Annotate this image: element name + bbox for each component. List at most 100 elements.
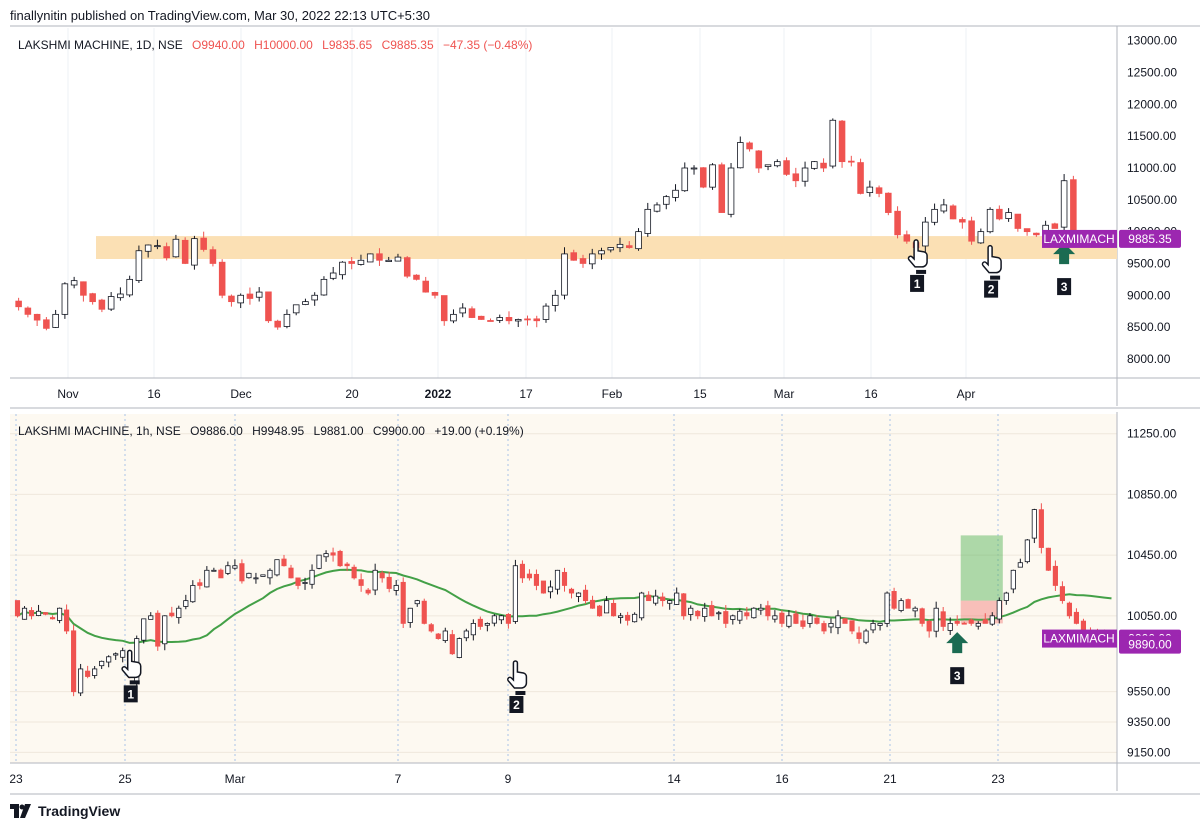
candle — [533, 315, 541, 328]
candle-body — [875, 187, 883, 194]
candle-body — [403, 257, 411, 277]
candle-body — [674, 592, 680, 605]
chart-canvas[interactable]: 1 2 313000.0012500.0012000.0011500.0011000… — [0, 0, 1200, 800]
candle-body — [1031, 509, 1037, 539]
candle-body — [533, 318, 541, 322]
publish-info: finallynitin published on TradingView.co… — [10, 8, 430, 23]
candle — [542, 303, 550, 323]
time-tick-label: 23 — [9, 772, 23, 786]
candle-body — [718, 164, 726, 213]
candle-body — [42, 612, 49, 615]
candle — [295, 577, 301, 590]
candle — [302, 298, 309, 306]
candle — [793, 610, 799, 625]
candle-body — [496, 317, 504, 321]
candle — [1052, 560, 1058, 591]
candle-body — [524, 318, 531, 321]
hand-cuff — [916, 269, 927, 274]
candle-body — [838, 120, 846, 163]
candle — [672, 184, 679, 202]
candle-body — [78, 668, 84, 694]
candle-body — [442, 630, 448, 641]
candle-body — [635, 231, 642, 250]
candle-body — [989, 615, 995, 625]
candle — [681, 162, 689, 192]
candle-body — [632, 613, 638, 623]
hand-cuff — [990, 275, 1001, 280]
target-box — [960, 535, 1003, 601]
candle-body — [316, 554, 322, 569]
candle-body — [1010, 569, 1016, 590]
candle — [239, 559, 245, 584]
price-tick-label: 10850.00 — [1127, 487, 1177, 501]
candle — [365, 587, 371, 596]
candle — [779, 610, 785, 628]
candle-body — [24, 307, 32, 315]
candle — [519, 560, 525, 583]
candle — [996, 205, 1003, 221]
candle — [919, 607, 925, 627]
candle-body — [1003, 592, 1009, 601]
candle — [792, 167, 800, 188]
candle-body — [779, 612, 785, 624]
candle — [774, 159, 781, 168]
candle-body — [260, 574, 266, 577]
candle — [786, 610, 792, 629]
candle-body — [646, 594, 652, 602]
candle — [329, 266, 337, 281]
candle — [947, 617, 953, 635]
candle-body — [894, 210, 901, 236]
candle-body — [92, 668, 98, 676]
candle-body — [117, 293, 124, 299]
candle — [274, 559, 280, 577]
candle — [288, 564, 294, 579]
candle-body — [265, 291, 272, 322]
hand-shape — [121, 649, 142, 679]
candle — [505, 613, 511, 629]
candle — [323, 550, 329, 562]
candle-body — [414, 600, 420, 605]
candle — [737, 608, 743, 625]
candle — [986, 207, 994, 234]
candle — [524, 315, 531, 326]
candle — [498, 614, 504, 625]
candle — [162, 615, 168, 651]
candle-body — [857, 162, 864, 194]
marker-label: 2 — [513, 698, 520, 712]
candle — [982, 613, 988, 624]
candle-body — [239, 563, 245, 582]
candle-body — [774, 161, 781, 167]
candle — [379, 570, 385, 583]
candle — [1010, 569, 1016, 594]
marker-label: 3 — [1061, 280, 1068, 294]
candle-body — [940, 204, 948, 212]
candle-body — [926, 620, 932, 632]
candle — [849, 620, 855, 635]
price-tick-label: 10450.00 — [1127, 548, 1177, 562]
candle — [835, 610, 841, 635]
candle-body — [835, 615, 841, 629]
candle — [265, 291, 272, 323]
candle — [134, 635, 140, 686]
candle — [228, 294, 235, 307]
candle-body — [667, 600, 673, 604]
candle-body — [70, 280, 78, 286]
candle-body — [246, 572, 252, 579]
candle-body — [470, 623, 476, 636]
candle-body — [366, 253, 374, 263]
candle — [468, 306, 476, 319]
candle-body — [209, 249, 217, 264]
candle — [814, 615, 820, 625]
candle — [646, 591, 652, 602]
candle-body — [737, 142, 744, 169]
price-tick-label: 12000.00 — [1127, 97, 1177, 111]
candle — [15, 297, 22, 311]
candle-body — [663, 196, 670, 205]
candle-body — [431, 292, 439, 296]
candle — [267, 568, 273, 585]
candle — [807, 612, 813, 628]
price-tick-label: 9000.00 — [1127, 288, 1171, 302]
candle-body — [449, 634, 455, 655]
candle — [413, 274, 420, 281]
candle-body — [15, 300, 22, 308]
